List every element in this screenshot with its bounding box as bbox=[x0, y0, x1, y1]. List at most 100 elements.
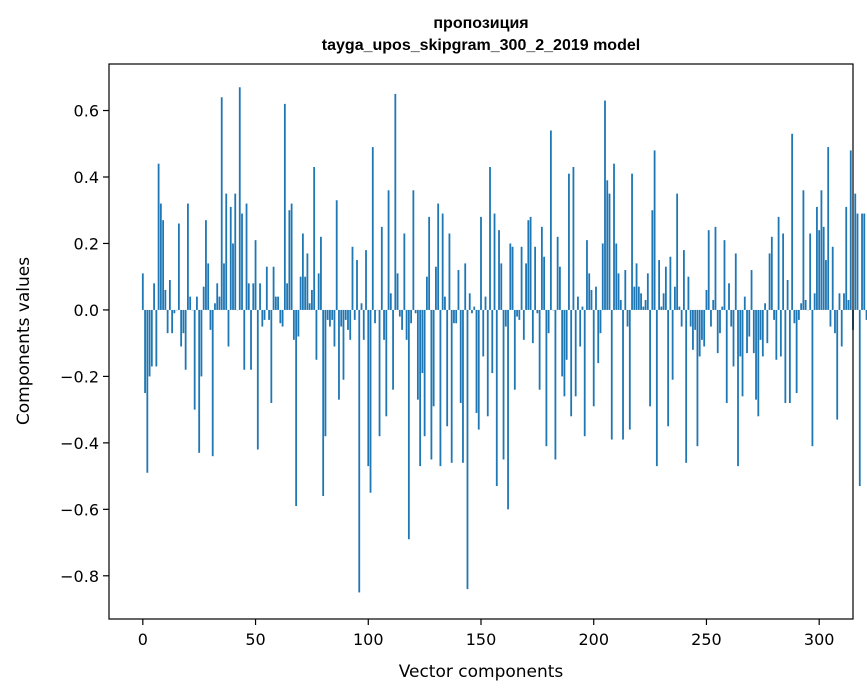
bar-223 bbox=[644, 299, 647, 310]
bar-10 bbox=[164, 289, 167, 310]
bar-103 bbox=[374, 309, 376, 324]
bar-190 bbox=[570, 309, 573, 417]
bar-41 bbox=[234, 193, 237, 310]
bar-181 bbox=[549, 130, 552, 310]
bar-169 bbox=[522, 309, 525, 340]
bar-173 bbox=[531, 309, 534, 344]
chart-title: пропозиция bbox=[433, 15, 528, 32]
bar-76 bbox=[313, 167, 316, 310]
bar-132 bbox=[439, 309, 442, 467]
bar-319 bbox=[861, 213, 863, 310]
bar-308 bbox=[836, 309, 839, 420]
bar-154 bbox=[489, 167, 491, 310]
bar-134 bbox=[444, 296, 446, 310]
bar-128 bbox=[430, 309, 433, 460]
bar-274 bbox=[759, 309, 762, 340]
bar-84 bbox=[331, 309, 334, 320]
bar-32 bbox=[214, 303, 216, 310]
y-tick-label-6: 0.4 bbox=[74, 168, 99, 187]
bar-49 bbox=[252, 283, 255, 310]
bar-112 bbox=[394, 93, 397, 310]
bar-33 bbox=[216, 283, 219, 310]
bar-245 bbox=[694, 309, 697, 330]
bar-56 bbox=[268, 309, 270, 320]
bar-78 bbox=[317, 273, 320, 310]
bar-4 bbox=[150, 309, 153, 367]
bar-209 bbox=[613, 163, 615, 310]
bar-124 bbox=[421, 309, 424, 374]
bar-320 bbox=[863, 213, 866, 310]
bar-9 bbox=[162, 220, 165, 310]
x-axis: 0 50 100 150 200 250 300 bbox=[138, 619, 834, 649]
y-axis-label: Components values bbox=[14, 257, 34, 425]
bar-40 bbox=[232, 243, 234, 310]
bar-235 bbox=[671, 309, 674, 380]
bar-11 bbox=[166, 309, 169, 334]
bar-69 bbox=[297, 309, 300, 337]
bar-306 bbox=[831, 246, 834, 310]
plot-frame bbox=[108, 63, 854, 620]
bar-225 bbox=[649, 309, 651, 407]
bar-70 bbox=[299, 276, 302, 310]
bar-176 bbox=[538, 309, 541, 390]
bar-291 bbox=[797, 309, 800, 320]
x-tick-label-200: 200 bbox=[578, 630, 609, 649]
bar-68 bbox=[295, 309, 298, 507]
bar-129 bbox=[432, 309, 435, 407]
bar-29 bbox=[207, 263, 210, 310]
bar-272 bbox=[755, 309, 757, 400]
bar-135 bbox=[446, 309, 449, 427]
bar-122 bbox=[416, 309, 419, 400]
bar-2 bbox=[146, 309, 149, 473]
bar-107 bbox=[383, 309, 385, 340]
bar-65 bbox=[288, 210, 291, 310]
bar-236 bbox=[673, 286, 676, 310]
y-tick-label-3: −0.2 bbox=[60, 367, 99, 386]
bar-93 bbox=[351, 246, 354, 310]
bar-301 bbox=[820, 190, 823, 310]
bar-94 bbox=[353, 309, 356, 320]
bar-89 bbox=[342, 309, 345, 380]
bar-90 bbox=[344, 309, 347, 320]
x-tick-label-0: 0 bbox=[138, 630, 148, 649]
bar-150 bbox=[480, 216, 482, 310]
bar-260 bbox=[728, 283, 730, 310]
bar-152 bbox=[484, 296, 487, 310]
bar-243 bbox=[689, 309, 692, 327]
bar-266 bbox=[741, 309, 744, 397]
bar-91 bbox=[347, 309, 349, 330]
bar-237 bbox=[676, 193, 679, 310]
bar-153 bbox=[486, 309, 489, 417]
bar-174 bbox=[534, 246, 537, 310]
bar-186 bbox=[561, 309, 564, 377]
bar-125 bbox=[423, 309, 426, 437]
bar-268 bbox=[746, 309, 748, 354]
bar-88 bbox=[340, 309, 343, 327]
bar-113 bbox=[396, 273, 399, 310]
x-tick-label-150: 150 bbox=[466, 630, 497, 649]
bar-259 bbox=[725, 309, 728, 403]
bar-242 bbox=[687, 276, 690, 310]
bar-261 bbox=[730, 309, 733, 327]
bar-289 bbox=[793, 309, 796, 324]
bar-220 bbox=[637, 286, 640, 310]
bar-207 bbox=[608, 193, 611, 310]
bar-145 bbox=[468, 293, 471, 310]
y-tick-label-0: −0.8 bbox=[60, 567, 99, 586]
bar-66 bbox=[290, 203, 293, 310]
bar-188 bbox=[565, 309, 568, 360]
bar-61 bbox=[279, 309, 282, 324]
bar-168 bbox=[520, 246, 523, 310]
bar-100 bbox=[367, 309, 370, 467]
bar-162 bbox=[507, 309, 509, 510]
bar-7 bbox=[157, 163, 160, 310]
bar-18 bbox=[182, 309, 185, 334]
bar-198 bbox=[588, 273, 591, 310]
bar-273 bbox=[757, 309, 760, 417]
bar-179 bbox=[545, 309, 548, 447]
bar-230 bbox=[660, 306, 663, 310]
bar-314 bbox=[849, 150, 852, 310]
bar-285 bbox=[784, 309, 787, 403]
bar-226 bbox=[651, 210, 654, 310]
bar-109 bbox=[387, 190, 390, 310]
